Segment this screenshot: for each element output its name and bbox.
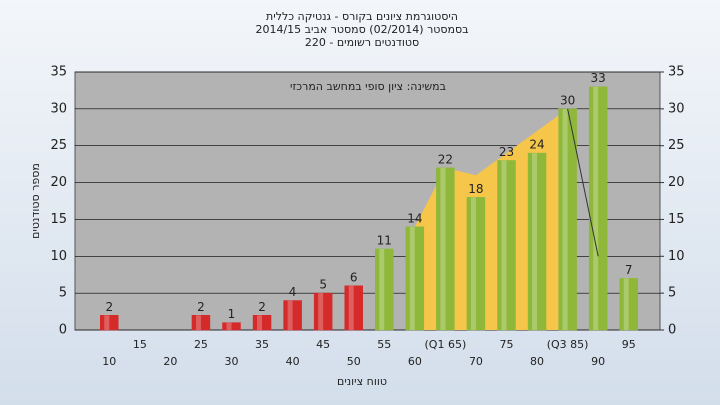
y-tick-label: 35 [50,65,67,80]
x-tick-label: (Q1 65) [425,338,467,351]
x-tick-label: 50 [347,355,361,368]
x-tick-label: 60 [408,355,422,368]
y-tick-label: 20 [50,175,67,190]
y-tick-label: 10 [50,249,67,264]
bar [405,226,425,331]
x-tick-label: 95 [622,338,636,351]
chart-subtitle: בסמסטר (02/2014) סמסטר אביב 2014/15 [255,23,468,36]
bar [436,167,455,331]
bar-highlight [623,278,629,330]
y2-tick-label: 20 [668,175,685,190]
bar [313,292,333,331]
bar [375,248,394,331]
x-tick-label: 80 [530,355,544,368]
x-tick-label: (Q3 85) [547,338,589,351]
x-tick-label: 45 [316,338,330,351]
y2-tick-label: 0 [668,323,676,338]
bar [527,152,547,331]
bar [283,300,302,331]
bar-highlight [104,315,110,330]
bar-highlight [501,160,507,330]
annotation: במשינה: ציון סופי במחשב המרכזי [290,80,446,93]
y2-tick-label: 25 [668,138,685,153]
data-label: 14 [407,211,422,225]
data-label: 24 [529,138,544,152]
x-tick-label: 15 [133,338,147,351]
x-tick-label: 30 [225,355,239,368]
bar-highlight [470,197,476,330]
bar-highlight [348,285,354,330]
bar-highlight [257,315,263,330]
x-tick-label: 90 [591,355,605,368]
bar [497,160,516,331]
chart-subtitle: סטודנטים רשומים - 220 [305,36,419,49]
data-label: 2 [258,300,266,314]
y2-tick-label: 30 [668,101,685,116]
data-label: 18 [468,182,483,196]
y-tick-label: 0 [59,323,67,338]
y2-tick-label: 10 [668,249,685,264]
x-tick-label: 55 [377,338,391,351]
data-label: 2 [105,300,113,314]
x-tick-label: 10 [102,355,116,368]
bar [100,315,119,331]
bar-highlight [593,86,599,330]
chart-title: היסטוגרמת ציונים בקורס - גנטיקה כללית [266,10,458,23]
y-tick-label: 5 [59,286,67,301]
data-label: 1 [228,307,236,321]
data-label: 7 [625,263,633,277]
bar-highlight [226,322,232,330]
y2-tick-label: 15 [668,212,685,227]
bar [252,315,272,331]
data-label: 30 [560,93,575,107]
data-label: 23 [499,145,514,159]
y-tick-label: 25 [50,138,67,153]
bar [222,322,241,331]
x-axis-label: טווח ציונים [337,375,387,388]
data-label: 2 [197,300,205,314]
y2-tick-label: 35 [668,65,685,80]
bar [344,285,363,331]
y2-tick-label: 5 [668,286,676,301]
bar-highlight [318,293,324,330]
data-label: 11 [377,233,392,247]
bar-highlight [409,226,415,330]
bar-highlight [379,248,385,330]
x-tick-label: 25 [194,338,208,351]
data-label: 6 [350,270,358,284]
bar-highlight [287,300,293,330]
y-tick-label: 30 [50,101,67,116]
bar-highlight [195,315,201,330]
x-tick-label: 75 [500,338,514,351]
data-label: 33 [591,71,606,85]
y-axis-label: מספר סטודנטים [29,163,42,239]
bar [466,197,486,331]
data-label: 22 [438,152,453,166]
x-tick-label: 35 [255,338,269,351]
x-tick-label: 20 [163,355,177,368]
x-tick-label: 40 [286,355,300,368]
line [567,108,599,257]
bar-highlight [562,108,568,330]
x-tick-label: 70 [469,355,483,368]
bar-highlight [532,153,538,330]
data-label: 5 [319,278,327,292]
bar-highlight [440,167,446,330]
data-label: 4 [289,285,297,299]
y-tick-label: 15 [50,212,67,227]
bar [191,315,211,331]
bar [619,278,638,331]
bar [588,86,608,331]
